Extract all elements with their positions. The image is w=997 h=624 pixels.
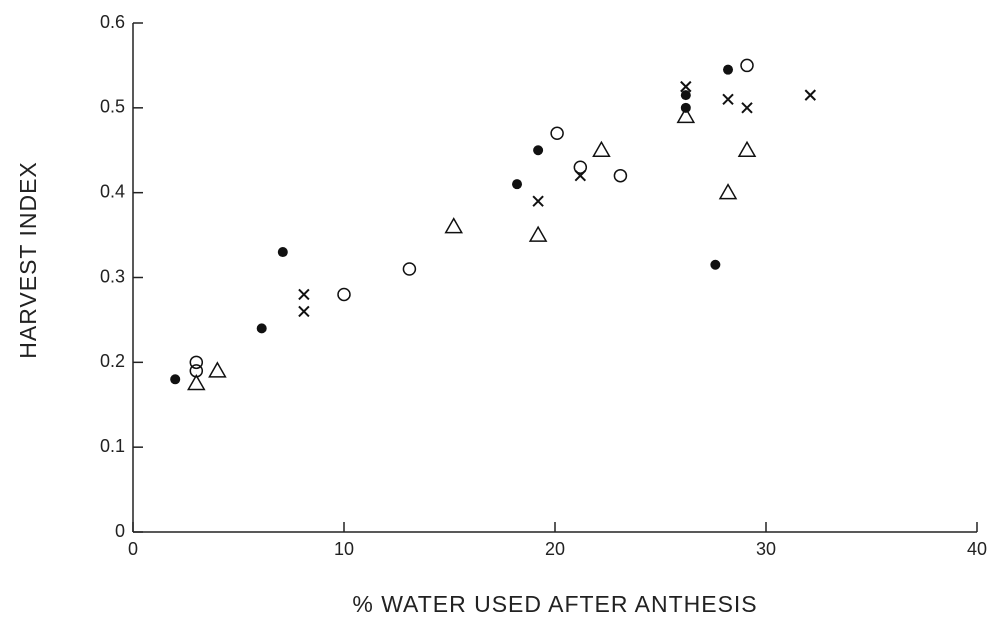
point bbox=[512, 179, 523, 190]
point bbox=[723, 64, 734, 75]
y-tick-label: 0 bbox=[115, 521, 125, 541]
point bbox=[532, 195, 544, 207]
y-tick-label: 0.4 bbox=[100, 181, 125, 201]
point bbox=[710, 259, 721, 270]
point bbox=[718, 183, 738, 200]
point bbox=[528, 225, 548, 242]
x-tick-label: 10 bbox=[334, 539, 354, 559]
point bbox=[256, 323, 267, 334]
point bbox=[298, 288, 310, 301]
point bbox=[804, 89, 817, 101]
y-tick-label: 0.6 bbox=[100, 12, 125, 32]
y-axis-label: HARVEST INDEX bbox=[15, 161, 41, 358]
point bbox=[277, 247, 288, 258]
x-tick-label: 20 bbox=[545, 539, 565, 559]
y-tick-label: 0.5 bbox=[100, 97, 125, 117]
point bbox=[722, 93, 734, 106]
point bbox=[573, 160, 588, 174]
point bbox=[676, 106, 696, 124]
point bbox=[533, 145, 544, 156]
point bbox=[402, 262, 417, 276]
y-tick-label: 0.3 bbox=[100, 266, 125, 286]
point bbox=[208, 361, 227, 378]
point bbox=[740, 58, 754, 73]
y-tick-label: 0.2 bbox=[100, 351, 125, 371]
x-axis-label: % WATER USED AFTER ANTHESIS bbox=[352, 591, 757, 617]
point bbox=[298, 305, 310, 318]
x-tick-label: 40 bbox=[967, 539, 987, 559]
point bbox=[170, 374, 181, 385]
x-tick-label: 0 bbox=[128, 539, 138, 559]
y-tick-label: 0.1 bbox=[100, 436, 125, 456]
x-tick-label: 30 bbox=[756, 539, 776, 559]
point bbox=[337, 287, 351, 302]
point bbox=[680, 90, 691, 101]
point bbox=[550, 126, 564, 141]
point bbox=[187, 374, 206, 391]
point bbox=[613, 168, 628, 183]
point bbox=[737, 140, 757, 157]
point bbox=[592, 140, 611, 157]
point bbox=[189, 355, 204, 370]
point bbox=[680, 80, 692, 93]
point bbox=[741, 102, 753, 114]
point bbox=[574, 169, 587, 182]
point bbox=[444, 217, 464, 234]
